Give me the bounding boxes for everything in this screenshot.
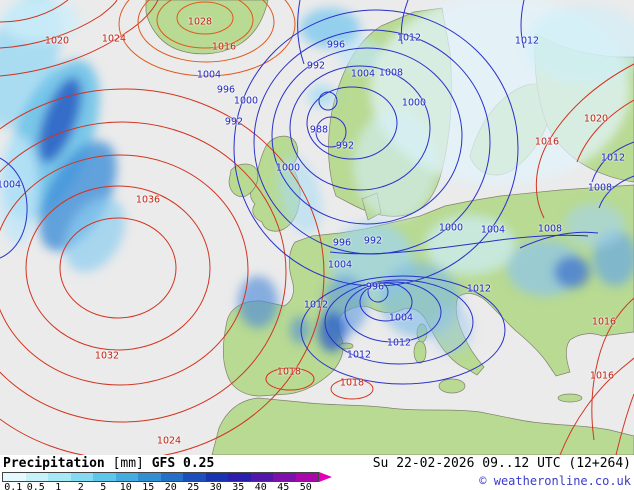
colorbar-cell (25, 473, 48, 481)
colorbar-cell (138, 473, 161, 481)
weather-map-svg (0, 0, 634, 455)
colorbar-cells (2, 472, 319, 482)
colorbar-label: 1 (55, 482, 62, 490)
colorbar-labels: 0.1 0.5 1 2 5 10 15 20 25 30 35 40 45 50 (2, 482, 317, 490)
colorbar-label: 10 (119, 482, 132, 490)
colorbar-cell (93, 473, 116, 481)
colorbar-cell (228, 473, 251, 481)
colorbar-label: 25 (187, 482, 200, 490)
colorbar-cell (295, 473, 318, 481)
colorbar-label: 20 (164, 482, 177, 490)
legend-title: Precipitation [mm] GFS 0.25 (3, 456, 214, 471)
map-area: 1020 1024 1028 1016 1036 1032 1024 1020 1016 1016… (0, 0, 634, 455)
colorbar-cell (160, 473, 183, 481)
precipitation-colorbar (2, 472, 332, 482)
legend-title-text: Precipitation (3, 456, 105, 471)
colorbar-cell (205, 473, 228, 481)
colorbar-label: 2 (77, 482, 84, 490)
colorbar-label: 15 (142, 482, 155, 490)
colorbar-label: 40 (254, 482, 267, 490)
orange-isobar-layer (118, 0, 296, 77)
colorbar-label: 50 (299, 482, 312, 490)
colorbar-cell (183, 473, 206, 481)
copyright-link[interactable]: © weatheronline.co.uk (479, 474, 631, 488)
footer-right: Su 22-02-2026 09..12 UTC (12+264) © weat… (373, 456, 631, 488)
colorbar-label: 5 (100, 482, 107, 490)
colorbar-arrow (319, 472, 332, 482)
colorbar-cell (3, 473, 26, 481)
colorbar-cell (250, 473, 273, 481)
colorbar-cell (115, 473, 138, 481)
colorbar-label: 0.1 (4, 482, 23, 490)
colorbar-label: 45 (277, 482, 290, 490)
colorbar-cell (273, 473, 296, 481)
forecast-datetime: Su 22-02-2026 09..12 UTC (12+264) (372, 456, 631, 471)
colorbar-label: 0.5 (26, 482, 45, 490)
legend-footer: Precipitation [mm] GFS 0.25 0.1 0.5 1 2 5 10 1… (0, 455, 634, 490)
legend-model-text: GFS 0.25 (151, 456, 215, 471)
colorbar-cell (70, 473, 93, 481)
colorbar-cell (48, 473, 71, 481)
legend-unit-text: [mm] (112, 456, 144, 471)
colorbar-label: 30 (209, 482, 222, 490)
colorbar-label: 35 (232, 482, 245, 490)
blue-isobar-layer (0, 0, 634, 385)
red-isobar-layer (0, 0, 634, 455)
precipitation-layer (0, 0, 634, 354)
